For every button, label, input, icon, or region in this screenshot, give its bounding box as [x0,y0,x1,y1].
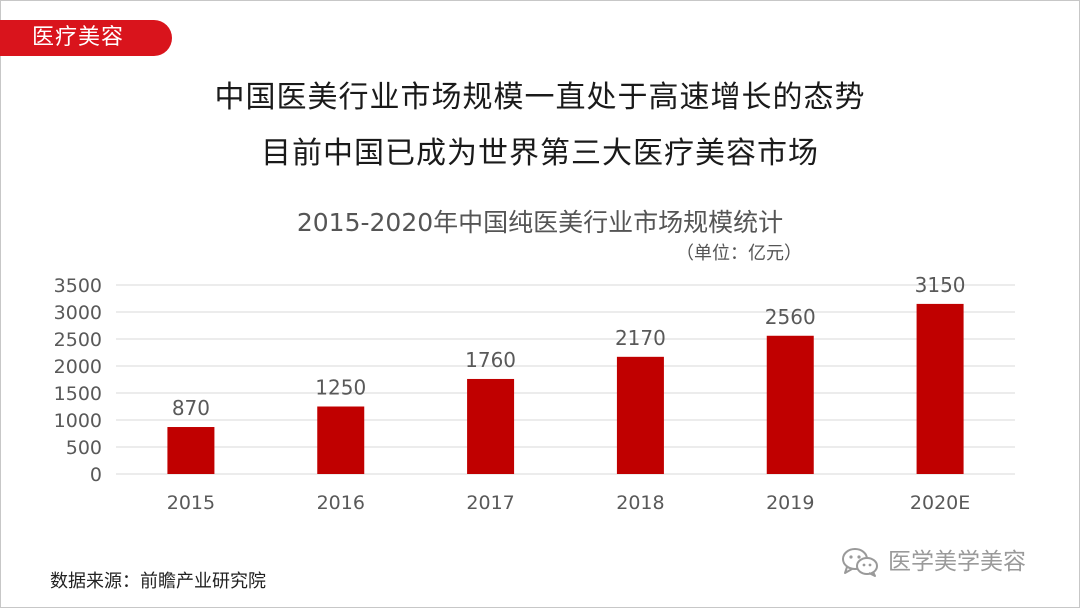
headline-line-2: 目前中国已成为世界第三大医疗美容市场 [261,136,819,171]
bar [167,427,215,474]
bar [317,406,365,474]
x-tick-label: 2019 [766,492,814,514]
x-tick-label: 2018 [616,492,664,514]
data-label: 870 [172,396,210,420]
bar [467,378,515,474]
y-tick-label: 2500 [54,329,102,351]
wechat-icon [842,548,878,577]
x-tick-label: 2017 [466,492,514,514]
data-label: 1760 [465,348,516,372]
bar [916,303,964,474]
bar [616,356,664,474]
x-tick-label: 2015 [167,492,215,514]
wechat-watermark: 医学美学美容 [840,546,1026,578]
chart-title: 2015-2020年中国纯医美行业市场规模统计 [296,208,784,237]
y-tick-label: 0 [90,464,102,486]
data-label: 2560 [765,305,816,329]
y-tick-label: 1000 [54,410,102,432]
x-tick-label: 2016 [317,492,365,514]
y-tick-label: 3000 [54,302,102,324]
chart-unit-note: （单位：亿元） [676,243,802,264]
x-tick-label: 2020E [910,492,970,514]
data-label: 2170 [615,326,666,350]
data-source: 数据来源：前瞻产业研究院 [50,571,266,592]
y-tick-label: 500 [66,437,102,459]
y-tick-label: 3500 [54,275,102,297]
y-tick-label: 2000 [54,356,102,378]
section-tag: 医疗美容 [0,20,172,56]
data-label: 1250 [315,376,366,400]
data-label: 3150 [915,273,966,297]
headline-line-1: 中国医美行业市场规模一直处于高速增长的态势 [214,80,866,115]
bar [766,335,814,474]
watermark-label: 医学美学美容 [888,549,1026,575]
y-tick-label: 1500 [54,383,102,405]
